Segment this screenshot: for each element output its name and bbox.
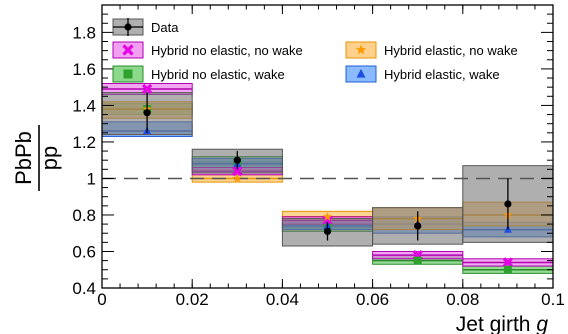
marker-hybrid-no-elastic-no-wake-bin-3-stroke-b: [322, 215, 333, 226]
marker-hybrid-no-elastic-no-wake-bin-2-stroke-b: [232, 166, 243, 177]
axes-frame-layer: 0 0.02 0.04 0.06 0.08 0.1 0.4 0.6 0.8 1 1.2 1.4 1.6 1…: [72, 4, 565, 309]
marker-hybrid-no-elastic-no-wake-bin-1: [141, 83, 153, 95]
legend-swatch-data-marker: [124, 23, 132, 31]
legend: Data Hybrid no elastic, no wake Hybrid no …: [112, 18, 518, 83]
y-tick-label: 1: [87, 169, 96, 188]
y-tick-label: 1.2: [72, 133, 96, 152]
x-tick-label: 0.06: [356, 290, 389, 309]
data-point-bin-5: [504, 200, 512, 208]
legend-entry-hybrid-elastic-no-wake: Hybrid elastic, no wake: [345, 41, 518, 59]
y-axis-label: PbPb pp: [11, 125, 62, 191]
marker-hybrid-no-elastic-no-wake-bin-3: [322, 215, 333, 226]
y-tick-label: 1.4: [72, 96, 96, 115]
legend-label-hybrid-no-elastic-no-wake: Hybrid no elastic, no wake: [151, 43, 303, 58]
legend-entry-hybrid-no-elastic-wake: Hybrid no elastic, wake: [112, 65, 285, 83]
y-tick-label: 1.8: [72, 23, 96, 42]
y-tick-label: 1.6: [72, 60, 96, 79]
data-point-bin-2: [233, 156, 241, 164]
x-tick-label: 0.08: [446, 290, 479, 309]
marker-hybrid-no-elastic-no-wake-bin-1-stroke-b: [141, 83, 153, 95]
x-axis-label: Jet girth g: [456, 313, 549, 334]
legend-swatch-hybrid-elastic-wake-marker: [356, 68, 366, 78]
legend-label-data: Data: [151, 20, 179, 35]
marker-hybrid-no-elastic-wake-bin-4: [413, 256, 422, 265]
marker-hybrid-no-elastic-wake-bin-5: [503, 265, 512, 274]
legend-label-hybrid-elastic-wake: Hybrid elastic, wake: [384, 67, 500, 82]
legend-swatch-hybrid-no-elastic-wake-marker: [123, 69, 133, 79]
y-axis-label-numerator: PbPb: [11, 131, 36, 185]
legend-entry-hybrid-no-elastic-no-wake: Hybrid no elastic, no wake: [112, 41, 303, 59]
marker-hybrid-no-elastic-no-wake-bin-5: [502, 257, 514, 268]
x-tick-label: 0: [97, 290, 106, 309]
marker-hybrid-elastic-no-wake-bin-2: [232, 173, 243, 183]
y-tick-label: 0.4: [72, 279, 96, 298]
markers-layer: [141, 83, 514, 274]
legend-label-hybrid-no-elastic-wake: Hybrid no elastic, wake: [151, 67, 285, 82]
legend-swatch-hybrid-no-elastic-no-wake-marker: [122, 44, 134, 56]
legend-swatch-hybrid-elastic-no-wake-marker: [355, 44, 367, 55]
x-tick-label: 0.02: [176, 290, 209, 309]
y-tick-label: 0.8: [72, 206, 96, 225]
marker-hybrid-elastic-no-wake-bin-3: [322, 211, 333, 221]
legend-label-hybrid-elastic-no-wake: Hybrid elastic, no wake: [384, 43, 518, 58]
marker-hybrid-no-elastic-no-wake-bin-5-stroke-b: [502, 257, 514, 268]
x-tick-label: 0.04: [266, 290, 299, 309]
data-point-bin-3: [323, 227, 332, 235]
legend-entry-data: Data: [112, 18, 179, 36]
y-axis-label-denominator: pp: [37, 146, 62, 170]
plot-frame: [101, 4, 554, 289]
data-point-bin-4: [414, 222, 422, 230]
legend-swatch-hybrid-no-elastic-no-wake-marker-stroke-b: [122, 44, 134, 56]
data-point-bin-1: [143, 109, 151, 117]
y-tick-label: 0.6: [72, 242, 96, 261]
legend-entry-hybrid-elastic-wake: Hybrid elastic, wake: [345, 65, 500, 83]
marker-hybrid-no-elastic-no-wake-bin-2: [232, 166, 243, 177]
x-tick-label: 0.1: [541, 290, 565, 309]
